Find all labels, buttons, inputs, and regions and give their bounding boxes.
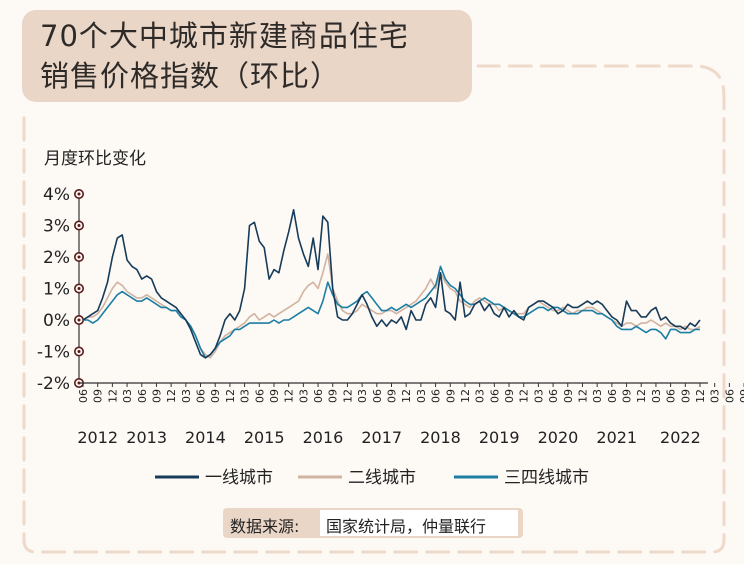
- title-line-1: 70个大中城市新建商品住宅: [40, 19, 409, 53]
- x-year-label: 2014: [185, 428, 226, 447]
- x-month-label: 03: [356, 389, 369, 403]
- x-year-label: 2016: [303, 428, 344, 447]
- x-month-label: 03: [180, 389, 193, 403]
- y-tick-marker-dot: [77, 287, 81, 290]
- legend-label: 三四线城市: [504, 468, 589, 488]
- x-month-label: 06: [371, 389, 384, 403]
- y-tick-marker-dot: [77, 318, 81, 322]
- x-month-label: 09: [209, 389, 222, 403]
- legend-label: 二线城市: [348, 468, 416, 488]
- x-year-label: 2019: [479, 428, 520, 447]
- x-month-label: 03: [297, 389, 310, 403]
- x-month-label: 12: [283, 389, 296, 403]
- x-month-label: 09: [738, 389, 744, 403]
- series-line-2: [82, 253, 701, 359]
- source-value: 国家统计局，仲量联行: [326, 517, 487, 536]
- x-year-label: 2020: [538, 428, 579, 447]
- x-month-label: 03: [591, 389, 604, 403]
- x-month-label: 12: [341, 389, 354, 403]
- x-month-label: 09: [562, 389, 575, 403]
- x-month-label: 12: [165, 389, 178, 403]
- x-month-label: 09: [503, 389, 516, 403]
- x-month-label: 03: [239, 389, 252, 403]
- x-month-label: 09: [150, 389, 163, 403]
- y-tick-marker-dot: [77, 224, 81, 227]
- source-value-box: [320, 510, 518, 536]
- title-banner: [22, 10, 472, 102]
- chart-title: 70个大中城市新建商品住宅 销售价格指数（环比）: [40, 16, 409, 96]
- x-month-label: 12: [518, 389, 531, 403]
- x-month-label: 06: [77, 389, 90, 403]
- x-month-label: 06: [606, 389, 619, 403]
- x-month-label: 09: [386, 389, 399, 403]
- y-tick-label: -1%: [37, 343, 70, 363]
- x-month-label: 06: [488, 389, 501, 403]
- x-year-label: 2021: [596, 428, 637, 447]
- y-tick-label: 0%: [43, 311, 70, 331]
- x-month-label: 12: [635, 389, 648, 403]
- y-tick-marker-dot: [77, 192, 81, 196]
- series-line-1: [82, 209, 701, 359]
- y-axis: 4% 3% 2% 1% 0% -1% -2%: [37, 185, 85, 394]
- x-month-label: 06: [430, 389, 443, 403]
- x-month-label: 06: [253, 389, 266, 403]
- x-month-label: 06: [547, 389, 560, 403]
- legend-label: 一线城市: [205, 468, 273, 488]
- x-month-label: 03: [415, 389, 428, 403]
- series-lines: [82, 209, 701, 359]
- x-month-label: 06: [136, 389, 149, 403]
- y-tick-label: 4%: [43, 185, 70, 205]
- y-tick-label: 1%: [43, 280, 70, 300]
- y-tick-marker-dot: [77, 350, 81, 353]
- x-year-label: 2018: [420, 428, 461, 447]
- x-month-label: 03: [650, 389, 663, 403]
- x-month-label: 12: [459, 389, 472, 403]
- x-month-label: 06: [665, 389, 678, 403]
- legend: 一线城市 二线城市 三四线城市: [155, 468, 589, 488]
- y-tick-label: 3%: [43, 217, 70, 237]
- x-year-label: 2022: [660, 428, 701, 447]
- x-month-label: 09: [327, 389, 340, 403]
- x-month-label: 06: [723, 389, 736, 403]
- x-month-label: 12: [224, 389, 237, 403]
- y-tick-label: -2%: [37, 374, 70, 394]
- y-tick-label: 2%: [43, 248, 70, 268]
- title-line-2: 销售价格指数（环比）: [40, 59, 341, 93]
- x-month-label: 12: [106, 389, 119, 403]
- source-label: 数据来源:: [230, 517, 300, 536]
- x-month-label: 09: [268, 389, 281, 403]
- x-month-label: 12: [576, 389, 589, 403]
- x-month-label: 06: [195, 389, 208, 403]
- x-year-label: 2013: [126, 428, 167, 447]
- x-month-label: 06: [312, 389, 325, 403]
- x-axis: 06 09 12 03 06 09 12 03 06 09 12 03 06 09 12 03 06 09 12 03…: [77, 382, 744, 447]
- x-month-label: 03: [532, 389, 545, 403]
- x-month-label: 03: [709, 389, 722, 403]
- x-month-label: 09: [679, 389, 692, 403]
- x-month-label: 12: [400, 389, 413, 403]
- x-month-label: 09: [621, 389, 634, 403]
- x-year-label: 2015: [244, 428, 285, 447]
- x-year-label: 2017: [361, 428, 402, 447]
- x-month-label: 09: [444, 389, 457, 403]
- x-month-label: 12: [694, 389, 707, 403]
- x-month-label: 03: [121, 389, 134, 403]
- x-month-label: 03: [474, 389, 487, 403]
- x-month-label: 09: [92, 389, 105, 403]
- x-year-label: 2012: [77, 428, 118, 447]
- y-axis-label: 月度环比变化: [44, 149, 146, 169]
- y-tick-marker-dot: [77, 255, 81, 259]
